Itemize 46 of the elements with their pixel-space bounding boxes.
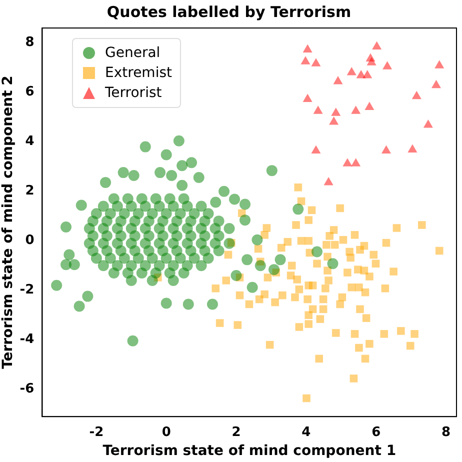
x-axis-title: Terrorism state of mind component 1 [102, 443, 396, 460]
point [351, 106, 361, 114]
point [342, 158, 352, 166]
point [372, 41, 382, 50]
point [302, 94, 312, 102]
legend-label: Extremist [105, 64, 172, 83]
point [434, 60, 444, 68]
point [313, 106, 323, 114]
point [408, 144, 418, 153]
y-tick-label: 2 [25, 184, 34, 199]
y-axis-title: Terrorism state of mind component 2 [0, 76, 16, 369]
point [431, 80, 441, 88]
point [311, 58, 321, 66]
y-tick-label: -4 [20, 332, 34, 348]
x-tick-label: -2 [89, 424, 104, 440]
x-tick-label: 4 [302, 424, 311, 440]
legend-label: General [105, 44, 160, 63]
point [381, 145, 391, 154]
point [324, 176, 334, 186]
y-tick-label: -2 [20, 282, 34, 298]
point [302, 44, 312, 53]
y-tick-label: 4 [25, 134, 34, 150]
chart-title: Quotes labelled by Terrorism [106, 2, 352, 21]
point [351, 158, 361, 166]
point [423, 120, 433, 128]
point [300, 56, 310, 64]
legend-label: Terrorist [105, 84, 162, 103]
y-tick-label: 0 [25, 233, 34, 248]
x-tick-label: 6 [372, 424, 381, 440]
y-tick-label: 6 [25, 84, 34, 100]
point [362, 70, 372, 78]
point [311, 145, 321, 154]
point [329, 116, 339, 125]
point [412, 90, 422, 100]
point [346, 67, 356, 76]
point [366, 57, 376, 66]
point [382, 61, 392, 70]
x-tick-label: 8 [441, 424, 451, 440]
point [331, 108, 341, 116]
x-tick-label: 2 [232, 424, 241, 440]
point [356, 70, 366, 78]
point [333, 76, 343, 84]
y-tick-label: -6 [20, 382, 34, 397]
point [364, 102, 374, 110]
x-tick-label: 0 [162, 424, 171, 440]
y-tick-label: 8 [25, 35, 34, 50]
